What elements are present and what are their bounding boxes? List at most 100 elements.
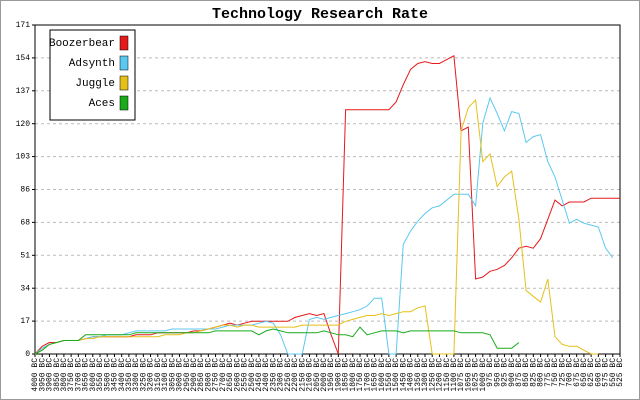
plot-frame [34, 24, 621, 355]
x-tick-label: 2700 BC [219, 358, 228, 392]
x-tick-label: 1000 BC [479, 358, 488, 392]
x-tick-label: 2850 BC [197, 358, 206, 392]
y-tick-label: 34 [20, 284, 30, 293]
x-tick-label: 575 BC [602, 358, 611, 387]
x-tick-label: 1200 BC [436, 358, 445, 392]
y-tick-label: 103 [16, 153, 31, 162]
legend-label: Adsynth [69, 58, 115, 70]
x-tick-label: 600 BC [594, 358, 603, 387]
x-tick-label: 675 BC [573, 358, 582, 387]
legend-swatch [119, 35, 129, 51]
x-tick-label: 1800 BC [349, 358, 358, 392]
x-tick-label: 2400 BC [262, 358, 271, 392]
x-tick-label: 1950 BC [327, 358, 336, 392]
x-tick-label: 2550 BC [241, 358, 250, 392]
x-tick-label: 550 BC [609, 358, 618, 387]
x-tick-label: 2100 BC [306, 358, 315, 392]
legend-label: Aces [89, 98, 115, 110]
x-tick-label: 750 BC [551, 358, 560, 387]
series-line [34, 98, 599, 355]
x-tick-label: 3300 BC [132, 358, 141, 392]
x-tick-label: 725 BC [558, 358, 567, 387]
x-tick-label: 975 BC [486, 358, 495, 387]
x-tick-label: 4000 BC [31, 358, 40, 392]
series-line [34, 96, 614, 355]
x-tick-label: 1500 BC [392, 358, 401, 392]
x-tick-label: 2950 BC [183, 358, 192, 392]
x-tick-label: 1150 BC [443, 358, 452, 392]
x-tick-label: 1600 BC [378, 358, 387, 392]
x-tick-label: 1025 BC [472, 358, 481, 392]
x-tick-label: 2350 BC [269, 358, 278, 392]
chart-title: Technology Research Rate [212, 6, 428, 23]
x-tick-label: 3500 BC [103, 358, 112, 392]
x-tick-label: 2800 BC [204, 358, 213, 392]
x-tick-label: 2600 BC [233, 358, 242, 392]
x-tick-label: 1900 BC [334, 358, 343, 392]
x-tick-label: 650 BC [580, 358, 589, 387]
x-tick-label: 3700 BC [74, 358, 83, 392]
x-tick-label: 1650 BC [371, 358, 380, 392]
x-tick-label: 1075 BC [457, 358, 466, 392]
x-tick-label: 3550 BC [96, 358, 105, 392]
legend-label: Boozerbear [49, 38, 115, 50]
x-tick-label: 800 BC [537, 358, 546, 387]
x-tick-label: 1100 BC [450, 358, 459, 392]
x-tick-label: 2450 BC [255, 358, 264, 392]
x-tick-label: 850 BC [522, 358, 531, 387]
y-tick-label: 137 [16, 87, 31, 96]
x-tick-label: 3200 BC [147, 358, 156, 392]
x-tick-label: 3900 BC [46, 358, 55, 392]
x-tick-label: 3100 BC [161, 358, 170, 392]
series-line [34, 326, 520, 355]
x-tick-label: 1400 BC [407, 358, 416, 392]
legend-swatch [119, 95, 129, 111]
y-tick-label: 86 [20, 186, 30, 195]
x-tick-label: 1300 BC [421, 358, 430, 392]
x-tick-label: 2300 BC [277, 358, 286, 392]
y-tick-label: 0 [25, 350, 30, 359]
x-tick-label: 1750 BC [356, 358, 365, 392]
x-tick-label: 2250 BC [284, 358, 293, 392]
x-tick-label: 2050 BC [313, 358, 322, 392]
x-tick-label: 2150 BC [298, 358, 307, 392]
legend-label: Juggle [75, 78, 115, 90]
x-tick-label: 2900 BC [190, 358, 199, 392]
x-tick-label: 775 BC [544, 358, 553, 387]
legend-swatch [119, 55, 129, 71]
x-tick-label: 525 BC [616, 358, 625, 387]
y-tick-label: 51 [20, 251, 30, 260]
x-tick-label: 3150 BC [154, 358, 163, 392]
x-tick-label: 950 BC [493, 358, 502, 387]
x-tick-label: 3250 BC [139, 358, 148, 392]
x-tick-label: 1550 BC [385, 358, 394, 392]
x-tick-label: 3650 BC [82, 358, 91, 392]
y-tick-label: 154 [16, 54, 31, 63]
x-tick-label: 3050 BC [168, 358, 177, 392]
legend-swatch [119, 75, 129, 91]
x-tick-label: 3400 BC [118, 358, 127, 392]
x-tick-label: 900 BC [508, 358, 517, 387]
x-tick-label: 3850 BC [53, 358, 62, 392]
x-tick-label: 1350 BC [414, 358, 423, 392]
x-tick-label: 2500 BC [248, 358, 257, 392]
y-tick-label: 120 [16, 120, 31, 129]
x-tick-label: 700 BC [566, 358, 575, 387]
x-tick-label: 625 BC [587, 358, 596, 387]
x-tick-label: 3800 BC [60, 358, 69, 392]
x-tick-label: 2000 BC [320, 358, 329, 392]
y-tick-label: 171 [16, 21, 31, 30]
x-tick-label: 925 BC [501, 358, 510, 387]
x-tick-label: 3600 BC [89, 358, 98, 392]
x-tick-label: 3000 BC [176, 358, 185, 392]
x-tick-label: 2750 BC [212, 358, 221, 392]
x-tick-label: 3950 BC [38, 358, 47, 392]
y-tick-label: 17 [20, 317, 30, 326]
x-tick-label: 3450 BC [111, 358, 120, 392]
x-tick-label: 875 BC [515, 358, 524, 387]
x-tick-label: 825 BC [529, 358, 538, 387]
series-line [34, 55, 620, 355]
x-tick-label: 2200 BC [291, 358, 300, 392]
x-tick-label: 1850 BC [342, 358, 351, 392]
